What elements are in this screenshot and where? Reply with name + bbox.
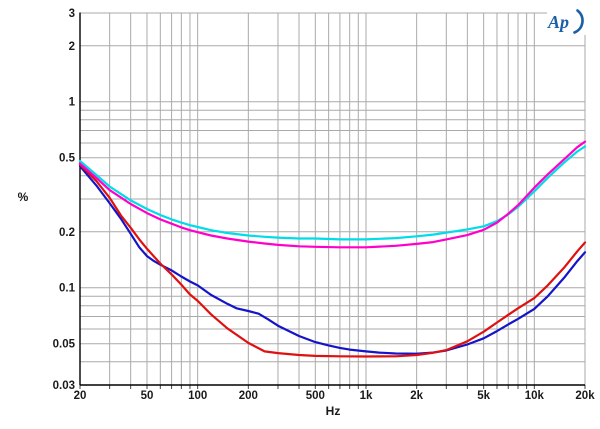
y-tick-label: 0.03 (53, 380, 75, 392)
series-red-trace (78, 163, 587, 358)
trace-red-trace (78, 163, 587, 358)
logo-text: Ap (547, 12, 569, 32)
series-magenta-trace (78, 140, 587, 249)
y-tick-label: 0.2 (59, 227, 75, 239)
grid-lines (79, 12, 586, 386)
y-tick-label: 3 (69, 8, 75, 20)
trace-cyan-trace (78, 145, 587, 241)
x-tick-labels: 20 50 100 200 500 1k 2k 5k 10k 20k (74, 390, 596, 402)
x-tick-label: 50 (141, 390, 154, 402)
logo-swoosh-arc (573, 9, 584, 34)
x-axis-unit-label: Hz (325, 404, 341, 418)
y-tick-label: 0.05 (53, 339, 76, 351)
y-tick-label: 1 (69, 97, 76, 109)
y-axis-unit-label: % (17, 190, 29, 204)
x-tick-label: 20 (74, 390, 87, 402)
x-tick-label: 5k (477, 390, 490, 402)
axis-frame (79, 12, 585, 386)
x-tick-label: 500 (306, 390, 325, 402)
x-tick-label: 20k (575, 390, 595, 402)
x-tick-label: 200 (239, 390, 258, 402)
audio-precision-logo: Ap (547, 8, 587, 35)
y-tick-label: 2 (69, 41, 75, 53)
x-tick-label: 100 (188, 390, 207, 402)
trace-blue-trace (78, 165, 587, 355)
x-tick-label: 2k (410, 390, 423, 402)
y-tick-label: 0.5 (59, 153, 76, 165)
x-tick-label: 1k (360, 390, 373, 402)
trace-magenta-trace (78, 140, 587, 249)
y-tick-label: 0.1 (59, 283, 76, 295)
x-tick-label: 10k (525, 390, 545, 402)
series-cyan-trace (78, 145, 587, 241)
series-blue-trace (78, 165, 587, 355)
y-tick-labels: 3 2 1 0.5 0.2 0.1 0.05 0.03 (53, 8, 76, 392)
